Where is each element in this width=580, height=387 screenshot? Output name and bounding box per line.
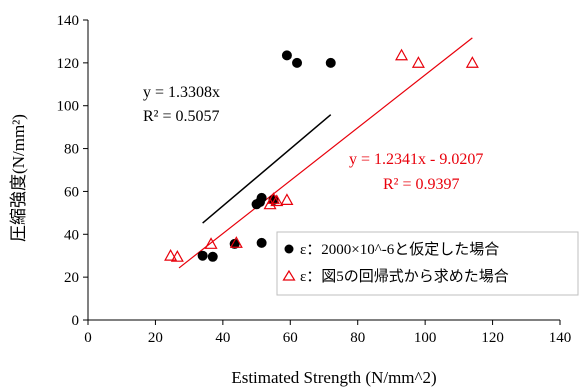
y-tick-label: 120: [57, 56, 80, 72]
x-axis-label: Estimated Strength (N/mm^2): [231, 368, 436, 387]
data-point-triangle: [204, 237, 218, 249]
x-tick-label: 140: [549, 330, 572, 346]
legend-marker-black-circle: [284, 244, 294, 254]
data-points: [164, 48, 479, 262]
ticks: 0 20 40 60 80 100 120 140 0 20 40 60 80 100 120 140: [57, 13, 572, 346]
x-tick-label: 80: [350, 330, 365, 346]
data-point-circle: [256, 237, 267, 248]
data-point-circle: [281, 50, 292, 61]
data-point-triangle: [280, 193, 294, 205]
data-point-circle: [207, 251, 218, 262]
y-tick-label: 80: [64, 142, 79, 158]
data-point-circle: [325, 57, 336, 68]
data-point-triangle: [270, 194, 284, 207]
data-point-circle: [254, 197, 265, 208]
data-point-triangle: [229, 236, 243, 248]
legend-box: [276, 231, 579, 296]
y-tick-label: 40: [64, 227, 79, 243]
y-tick-label: 140: [57, 13, 80, 29]
data-point-circle: [229, 238, 240, 249]
x-tick-label: 0: [84, 330, 92, 346]
legend: ε：2000×10^-6と仮定した場合 ε：図5の回帰式から求めた場合: [276, 231, 579, 296]
x-tick-label: 20: [148, 330, 163, 346]
y-tick-label: 60: [64, 184, 79, 200]
y-axis-label: 圧縮強度(N/mm²): [9, 114, 28, 242]
data-point-circle: [197, 250, 208, 261]
legend-label-black-series: ε：2000×10^-6と仮定した場合: [300, 241, 499, 258]
y-tick-label: 0: [72, 313, 80, 329]
trendline-red: [178, 37, 473, 269]
black-series-equation: y = 1.3308x: [143, 84, 220, 101]
y-tick-label: 20: [64, 270, 79, 286]
legend-marker-red-triangle: [282, 269, 296, 281]
data-point-triangle: [164, 248, 178, 261]
data-point-circle: [292, 57, 303, 68]
trendline-black: [202, 114, 332, 224]
black-series-r-squared: R² = 0.5057: [143, 108, 220, 125]
data-point-triangle: [465, 56, 479, 68]
data-point-triangle: [266, 192, 280, 204]
data-point-triangle: [395, 48, 409, 61]
y-tick-label: 100: [57, 99, 80, 115]
x-tick-label: 100: [414, 330, 437, 346]
red-series-equation: y = 1.2341x - 9.0207: [349, 151, 483, 168]
data-point-triangle: [411, 56, 425, 68]
axes: [87, 20, 560, 321]
x-tick-label: 120: [481, 330, 504, 346]
x-tick-label: 60: [283, 330, 298, 346]
trendlines: [178, 37, 473, 269]
legend-label-red-series: ε：図5の回帰式から求めた場合: [300, 267, 509, 285]
x-tick-label: 40: [215, 330, 230, 346]
data-point-triangle: [170, 250, 184, 262]
red-series-r-squared: R² = 0.9397: [383, 176, 460, 193]
